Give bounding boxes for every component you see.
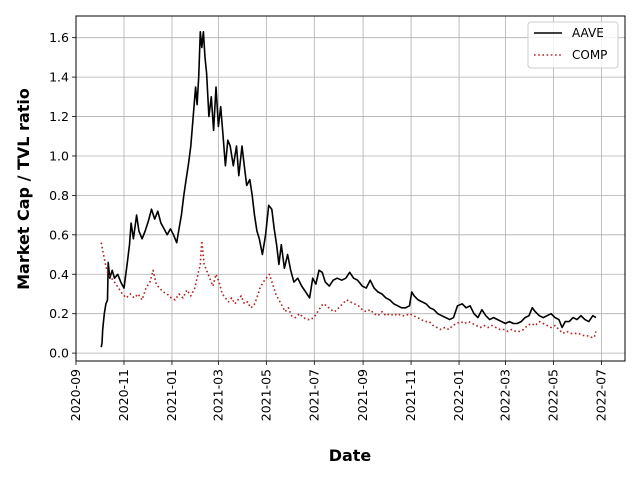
grid-lines [75, 16, 625, 361]
series-layer [100, 31, 597, 348]
series-line-aave [100, 31, 597, 348]
plot-frame [75, 15, 626, 362]
x-tick-label: 2021-09 [355, 369, 370, 421]
y-tick-label: 1.2 [49, 109, 69, 124]
y-tick-label: 1.0 [49, 148, 69, 163]
x-tick-label: 2022-05 [545, 369, 560, 421]
x-tick-label: 2022-07 [593, 369, 608, 421]
y-tick-label: 0.8 [49, 188, 69, 203]
y-tick-label: 0.6 [49, 227, 69, 242]
y-axis: 0.0 0.2 0.4 0.6 0.8 1.0 1.2 1.4 1.6 [49, 30, 76, 361]
legend-label-comp: COMP [572, 48, 607, 62]
y-axis-title: Market Cap / TVL ratio [14, 88, 33, 290]
y-tick-label: 0.4 [49, 267, 69, 282]
x-tick-label: 2021-03 [210, 369, 225, 421]
y-tick-label: 1.4 [49, 70, 69, 85]
x-tick-label: 2022-01 [451, 369, 466, 421]
legend: AAVE COMP [527, 21, 619, 69]
y-tick-label: 1.6 [49, 30, 69, 45]
x-tick-label: 2021-01 [164, 369, 179, 421]
y-tick-label: 0.2 [49, 306, 69, 321]
x-tick-label: 2020-11 [116, 369, 131, 421]
y-tick-label: 0.0 [49, 346, 69, 361]
x-tick-label: 2021-11 [403, 369, 418, 421]
series-line-comp [100, 239, 597, 339]
x-tick-label: 2020-09 [68, 369, 83, 421]
legend-label-aave: AAVE [572, 26, 604, 40]
x-tick-label: 2021-07 [306, 369, 321, 421]
x-axis: 2020-09 2020-11 2021-01 2021-03 2021-05 2021-… [68, 361, 608, 421]
x-axis-title: Date [329, 446, 372, 465]
x-tick-label: 2022-03 [497, 369, 512, 421]
x-tick-label: 2021-05 [258, 369, 273, 421]
